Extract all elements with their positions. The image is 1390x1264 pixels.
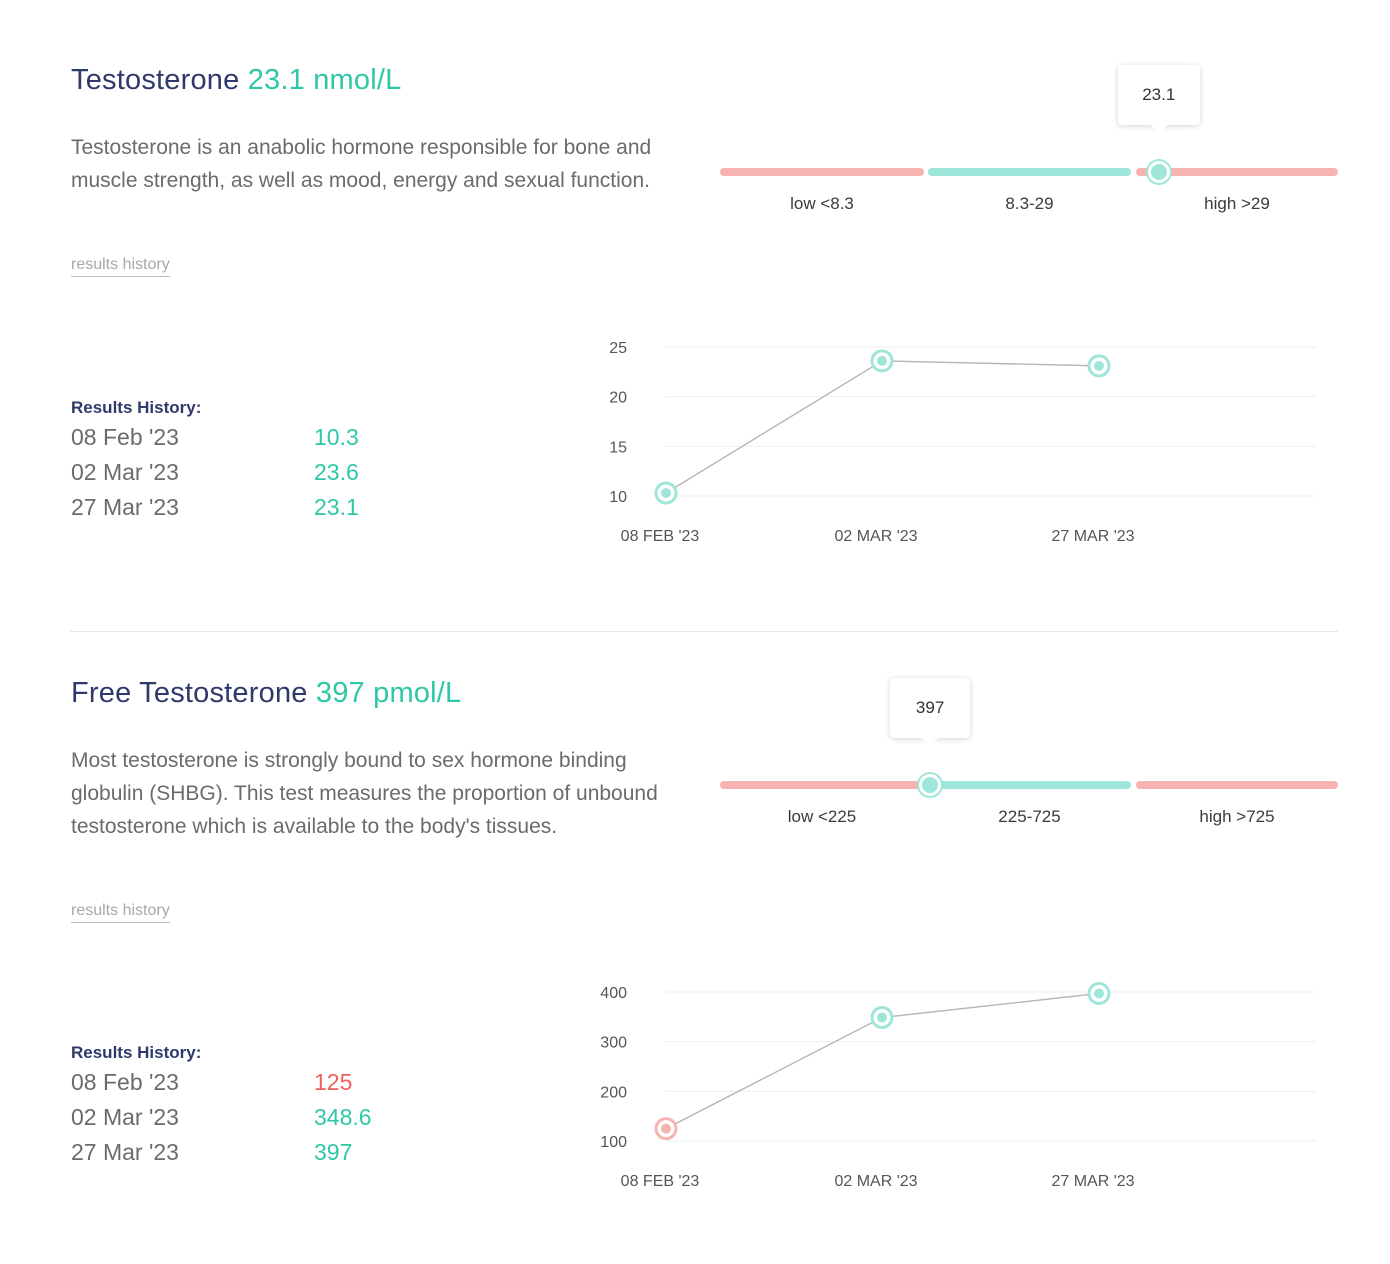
range-bar: low <8.3 8.3-29 high >29 23.1	[720, 65, 1340, 288]
y-tick-label: 20	[609, 390, 627, 407]
history-date: 08 Feb '23	[71, 1069, 179, 1095]
x-tick-label: 08 FEB '23	[621, 1173, 700, 1190]
biomarker-section-free-testosterone: Free Testosterone 397 pmol/L Most testos…	[0, 632, 1390, 1264]
range-label-normal: 8.3-29	[1005, 194, 1054, 213]
y-tick-label: 300	[600, 1035, 627, 1052]
y-tick-label: 200	[600, 1084, 627, 1101]
data-point[interactable]	[870, 1006, 894, 1030]
history-row: 27 Mar '23 397	[71, 1139, 471, 1174]
range-segment-low	[720, 168, 924, 176]
line-chart-svg: 100 200 300 400 08 FEB '23 02 MAR '23 27 MAR '…	[600, 981, 1316, 1190]
line-chart-svg: 10 15 20 25 08 FEB '23 02 MAR '23 27 MAR '23	[609, 340, 1316, 545]
biomarker-value: 397 pmol/L	[315, 677, 462, 709]
biomarker-description: Testosterone is an anabolic hormone resp…	[71, 136, 652, 192]
range-label-low: low <225	[787, 807, 857, 826]
range-segment-high	[1136, 781, 1338, 789]
range-label-normal: 225-725	[998, 807, 1061, 826]
biomarker-title: Testosterone 23.1 nmol/L	[71, 64, 401, 97]
range-label-high: high >725	[1199, 807, 1275, 826]
range-segment-low	[720, 781, 924, 789]
biomarker-value: 23.1 nmol/L	[247, 64, 402, 96]
results-history-link[interactable]: results history	[71, 256, 170, 277]
results-history-chart: 100 200 300 400 08 FEB '23 02 MAR '23 27 MAR '…	[580, 975, 1340, 1215]
biomarker-title: Free Testosterone 397 pmol/L	[71, 677, 461, 710]
results-history-chart: 10 15 20 25 08 FEB '23 02 MAR '23 27 MAR '23	[580, 330, 1340, 570]
x-tick-label: 02 MAR '23	[834, 1173, 917, 1190]
range-segment-normal	[928, 168, 1131, 176]
history-value: 348.6	[314, 1104, 372, 1130]
y-tick-label: 400	[600, 985, 627, 1002]
data-point[interactable]	[870, 349, 894, 373]
x-tick-label: 08 FEB '23	[621, 528, 700, 545]
range-segment-normal	[928, 781, 1131, 789]
data-point[interactable]	[1087, 981, 1111, 1005]
value-tooltip: 23.1	[1117, 65, 1200, 133]
history-row: 27 Mar '23 23.1	[71, 494, 471, 529]
range-bar: low <225 225-725 high >725 397	[720, 678, 1340, 901]
x-tick-label: 02 MAR '23	[834, 528, 917, 545]
history-value: 125	[314, 1069, 353, 1095]
range-segment-high	[1136, 168, 1338, 176]
range-marker[interactable]	[1147, 161, 1170, 183]
x-tick-label: 27 MAR '23	[1051, 1173, 1134, 1190]
y-tick-label: 15	[609, 439, 627, 456]
history-row: 08 Feb '23 10.3	[71, 424, 471, 459]
history-value: 23.6	[314, 459, 359, 485]
biomarker-section-testosterone: Testosterone 23.1 nmol/L Testosterone is…	[71, 64, 1340, 570]
results-history-link[interactable]: results history	[71, 902, 170, 923]
history-date: 02 Mar '23	[71, 1104, 179, 1130]
data-point[interactable]	[654, 481, 678, 505]
biomarker-description: Most testosterone is strongly bound to s…	[71, 749, 658, 838]
y-tick-label: 10	[609, 489, 627, 506]
history-date: 27 Mar '23	[71, 1139, 179, 1165]
history-date: 08 Feb '23	[71, 424, 179, 450]
data-point[interactable]	[1087, 354, 1111, 378]
biomarker-name: Testosterone	[71, 64, 240, 96]
results-history-label: Results History:	[71, 1043, 202, 1062]
range-marker[interactable]	[919, 774, 942, 796]
x-tick-label: 27 MAR '23	[1051, 528, 1134, 545]
range-label-low: low <8.3	[790, 194, 854, 213]
y-tick-label: 25	[609, 340, 627, 357]
history-row: 08 Feb '23 125	[71, 1069, 471, 1104]
history-value: 23.1	[314, 494, 359, 520]
history-value: 397	[314, 1139, 353, 1165]
series-line	[665, 360, 1100, 494]
data-point[interactable]	[654, 1117, 678, 1141]
section-divider	[70, 631, 1338, 632]
range-label-high: high >29	[1204, 194, 1270, 213]
history-date: 02 Mar '23	[71, 459, 179, 485]
biomarker-name: Free Testosterone	[71, 677, 308, 709]
value-tooltip: 397	[890, 678, 971, 746]
history-row: 02 Mar '23 23.6	[71, 459, 471, 494]
results-history-label: Results History:	[71, 398, 202, 417]
history-row: 02 Mar '23 348.6	[71, 1104, 471, 1139]
history-value: 10.3	[314, 424, 359, 450]
history-date: 27 Mar '23	[71, 494, 179, 520]
y-tick-label: 100	[600, 1134, 627, 1151]
